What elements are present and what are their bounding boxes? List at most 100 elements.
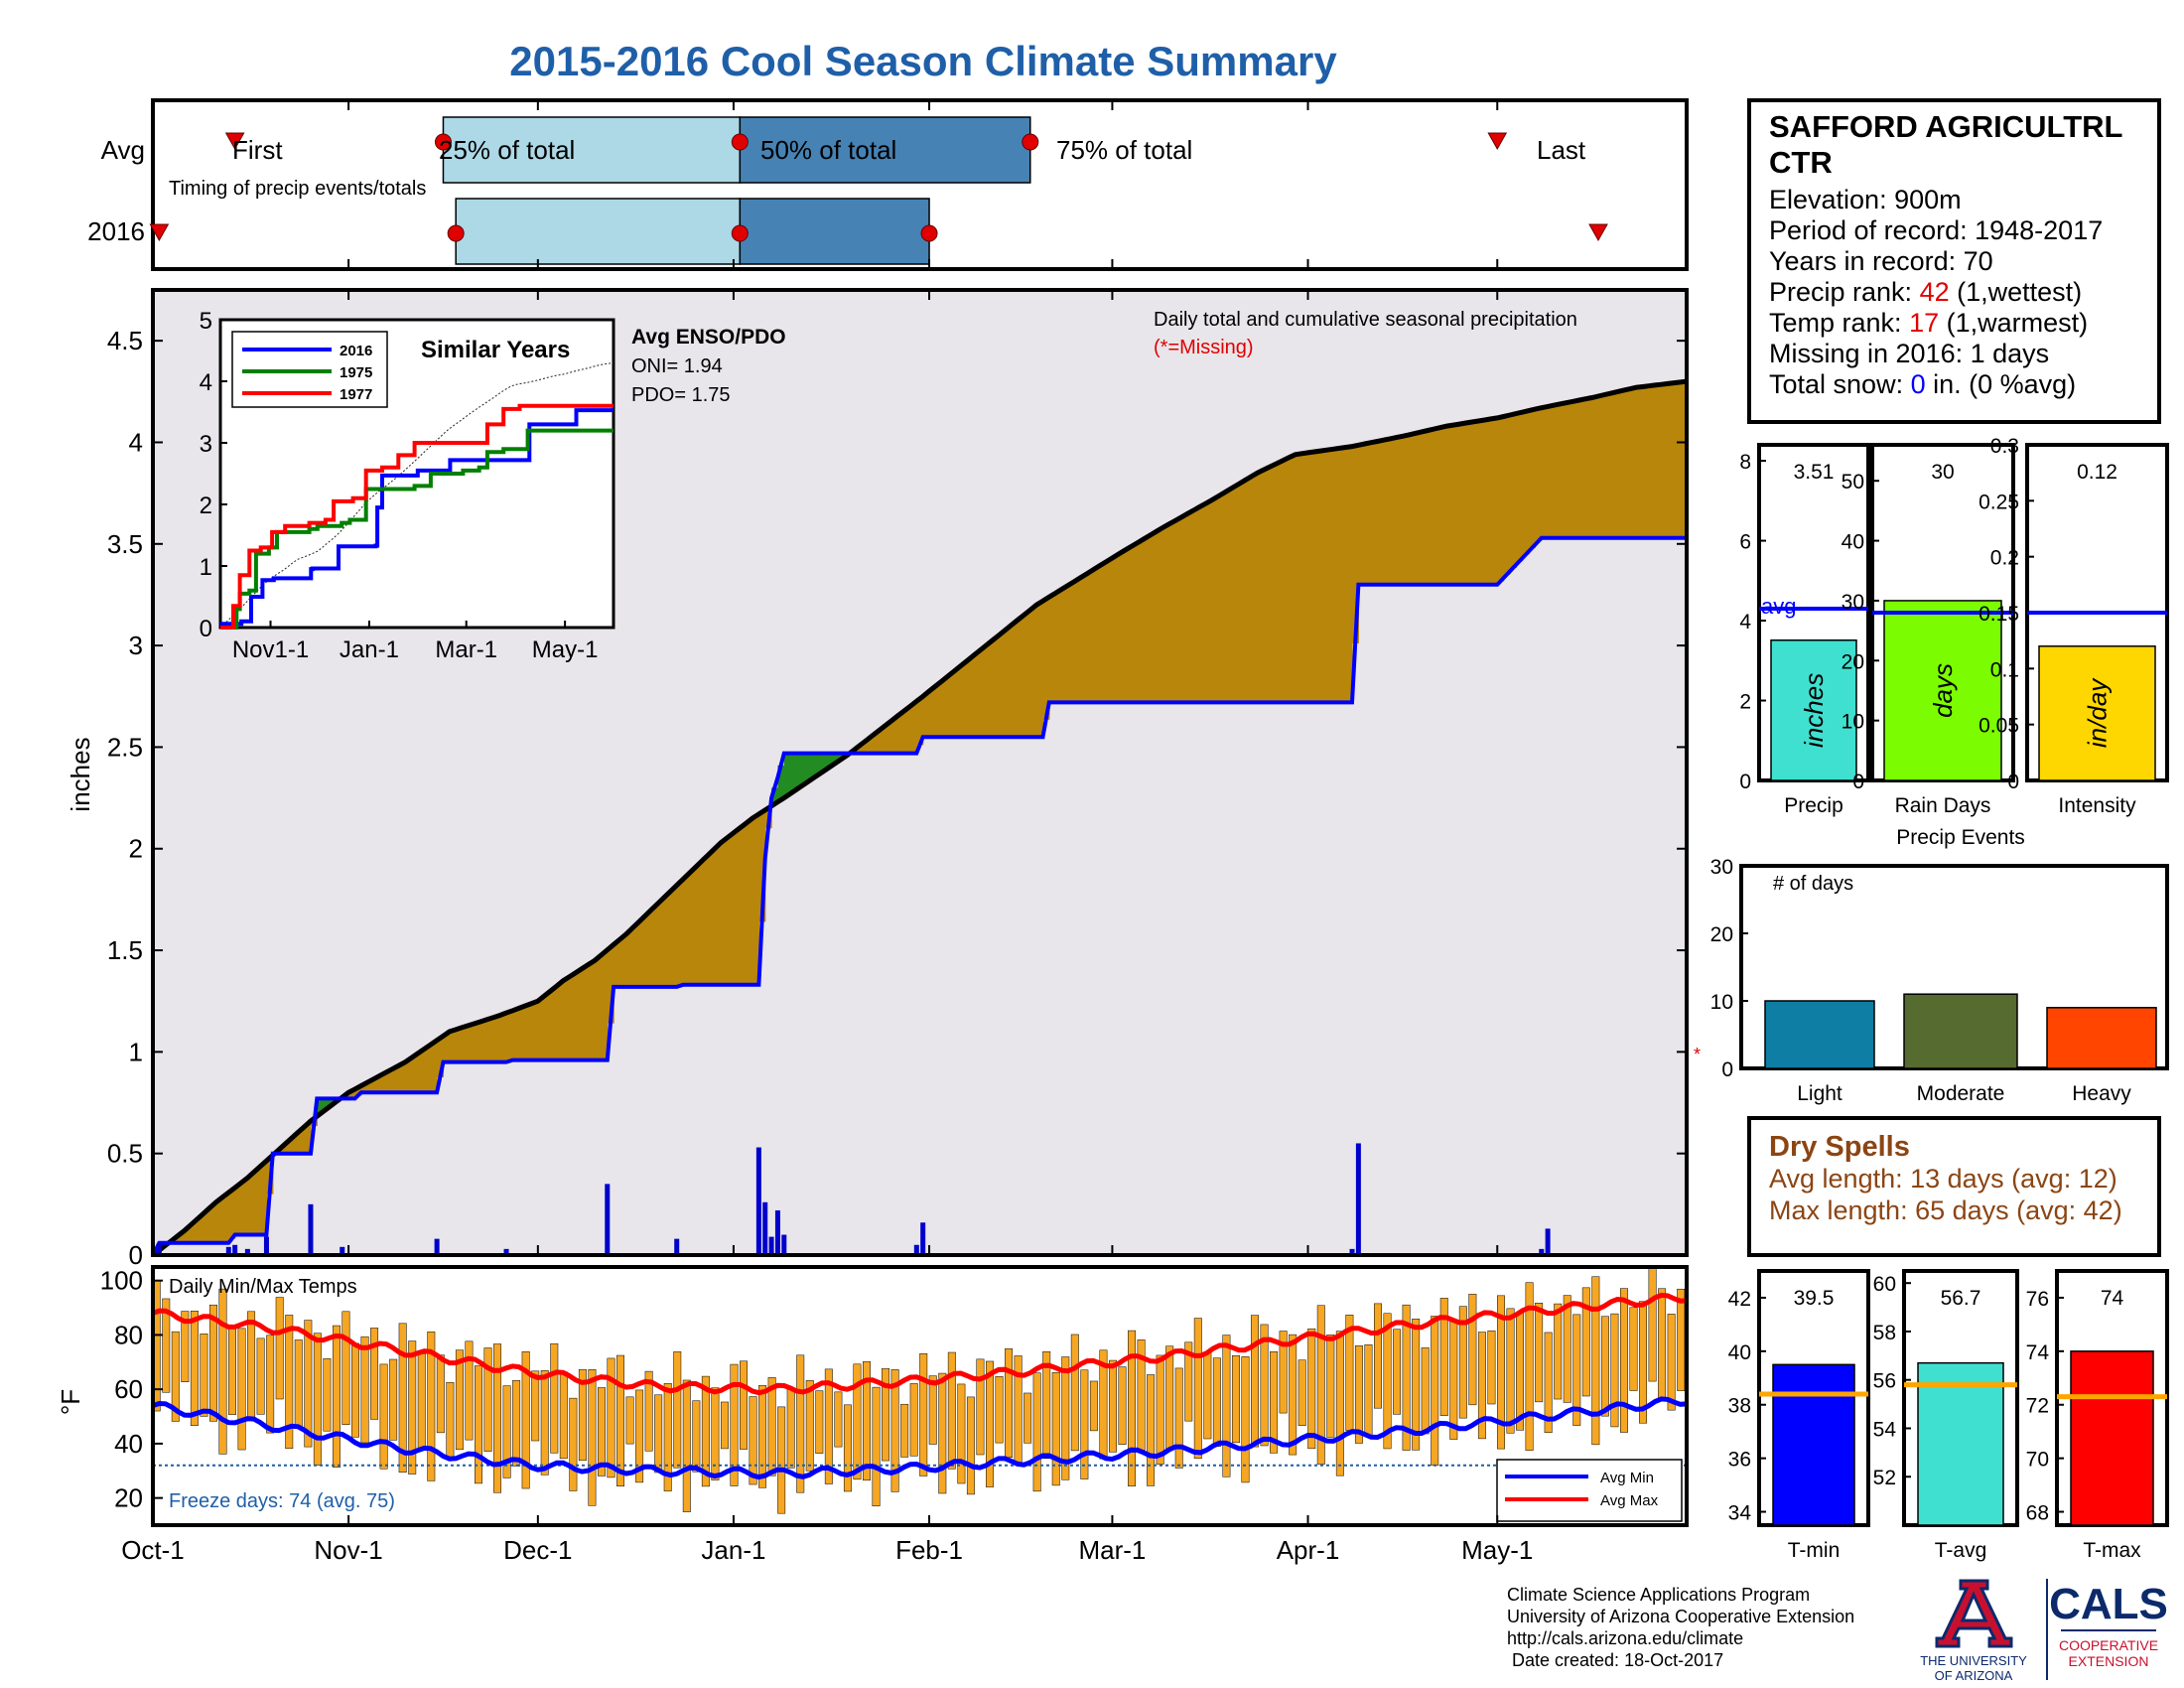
daily-temp-range-bar xyxy=(208,1304,217,1422)
temp-summary-y-tick-label: 58 xyxy=(1873,1322,1896,1344)
station-years: Years in record: 70 xyxy=(1769,246,1993,276)
daily-temp-range-bar xyxy=(1184,1341,1193,1422)
daily-temp-range-bar xyxy=(720,1401,729,1450)
precip-diff-fill xyxy=(802,753,810,783)
daily-temp-range-bar xyxy=(379,1363,388,1470)
summary-y-tick-label: 0.25 xyxy=(1979,491,2019,513)
precip-diff-fill xyxy=(360,1083,368,1093)
precip-diff-fill xyxy=(954,668,962,738)
precip-diff-fill xyxy=(1112,555,1120,703)
precip-diff-fill xyxy=(828,753,836,767)
precip-diff-fill xyxy=(398,1063,406,1093)
daily-temp-range-bar xyxy=(1174,1367,1183,1469)
precip-diff-fill xyxy=(746,820,753,985)
events-category-label: Light xyxy=(1797,1082,1843,1105)
daily-temp-range-bar xyxy=(1307,1328,1316,1450)
precip-y-label: inches xyxy=(66,737,95,811)
precip-diff-fill xyxy=(1567,401,1574,538)
footer-line-1: Climate Science Applications Program xyxy=(1507,1585,1810,1605)
daily-precip-bar xyxy=(605,1184,611,1255)
precip-diff-fill xyxy=(209,1204,217,1243)
daily-temp-range-bar xyxy=(588,1369,597,1506)
events-bar-Light xyxy=(1764,1000,1875,1069)
precip-diff-fill xyxy=(1232,486,1240,703)
footer-line-2: University of Arizona Cooperative Extens… xyxy=(1507,1607,1854,1626)
precip-diff-fill xyxy=(1144,536,1152,703)
precip-diff-fill xyxy=(740,825,748,985)
daily-temp-range-bar xyxy=(890,1369,899,1492)
precip-diff-fill xyxy=(1642,386,1650,538)
precip-diff-fill xyxy=(1238,482,1246,703)
timing-marks xyxy=(149,100,1608,269)
timing-label-last: Last xyxy=(1537,135,1586,165)
inset-series-line-1977 xyxy=(220,403,614,630)
cals-coop-line-2: EXTENSION xyxy=(2069,1653,2149,1669)
temp-summary-bar-T-avg xyxy=(1917,1361,2004,1526)
footer-line-4: Date created: 18-Oct-2017 xyxy=(1507,1650,1723,1670)
station-elevation: Elevation: 900m xyxy=(1769,185,1962,214)
summary-value-label: 3.51 xyxy=(1794,461,1835,484)
daily-temp-range-bar xyxy=(1572,1314,1581,1426)
daily-temp-range-bar xyxy=(1544,1332,1553,1433)
temp-summary-y-tick-label: 60 xyxy=(1873,1273,1896,1296)
precip-diff-fill xyxy=(1617,390,1625,538)
precip-diff-fill xyxy=(815,753,823,774)
station-snow: Total snow: 0 in. (0 %avg) xyxy=(1769,369,2076,399)
x-tick-label: Oct-1 xyxy=(121,1535,185,1565)
precip-diff-fill xyxy=(1371,442,1379,585)
summary-unit-label: days xyxy=(1928,663,1958,718)
timing-label-first: First xyxy=(232,135,283,165)
temp-summary-y-tick-label: 52 xyxy=(1873,1467,1896,1489)
footer: Climate Science Applications Program Uni… xyxy=(1507,1579,2168,1683)
shared-x-axis: Oct-1 Nov-1 Dec-1 Jan-1 Feb-1 Mar-1 Apr-1 May-1 xyxy=(121,290,1533,1565)
daily-temp-range-bar xyxy=(1639,1301,1648,1424)
daily-temp-range-bar xyxy=(218,1288,227,1455)
temp-summary-y-tick-label: 38 xyxy=(1728,1395,1751,1418)
events-category-label: Moderate xyxy=(1917,1082,2005,1105)
daily-temp-range-bar xyxy=(1629,1307,1638,1391)
temp-summary-y-tick-label: 36 xyxy=(1728,1449,1751,1472)
daily-temp-range-bar xyxy=(1497,1295,1505,1450)
station-info-frame xyxy=(1747,98,2161,424)
precip-diff-fill xyxy=(644,913,652,987)
precip-diff-fill xyxy=(544,993,552,1060)
precip-diff-fill xyxy=(260,1163,268,1235)
precip-diff-fill xyxy=(1484,419,1492,585)
station-name-line1: SAFFORD AGRICULTRL xyxy=(1769,109,2122,144)
daily-temp-range-bar xyxy=(644,1370,653,1452)
precip-diff-fill xyxy=(1332,448,1340,703)
precip-diff-fill xyxy=(879,728,887,754)
inset-y-tick-label: 1 xyxy=(200,554,212,581)
precip-y-axis: 0 0.5 1 1.5 2 2.5 3 3.5 4 4.5 xyxy=(107,326,1687,1270)
summary-y-tick-label: 0.15 xyxy=(1979,603,2019,626)
precip-diff-fill xyxy=(1490,418,1498,585)
precip-diff-fill xyxy=(903,708,911,754)
inset-avg-dotted-line xyxy=(219,361,614,629)
daily-precip-bar xyxy=(308,1203,314,1255)
precip-diff-fill xyxy=(790,753,798,792)
precip-diff-fill xyxy=(1604,393,1612,538)
inset-x-tick-label: Mar-1 xyxy=(435,636,497,663)
precip-diff-fill xyxy=(614,941,621,987)
precip-diff-fill xyxy=(1289,456,1297,703)
precip-diff-fill xyxy=(733,830,741,985)
precip-diff-fill xyxy=(885,723,892,754)
daily-temp-range-bar xyxy=(1487,1330,1496,1405)
daily-temp-range-bar xyxy=(540,1370,549,1476)
precip-diff-fill xyxy=(992,637,1000,738)
events-category-label: Heavy xyxy=(2072,1082,2131,1105)
daily-precip-bar xyxy=(503,1248,509,1255)
station-name-line2: CTR xyxy=(1769,145,1833,180)
daily-temp-range-bar xyxy=(1070,1334,1079,1452)
station-period: Period of record: 1948-2017 xyxy=(1769,215,2103,245)
daily-precip-bar xyxy=(225,1246,231,1255)
temp-rank-value: 17 xyxy=(1909,308,1939,338)
precip-diff-fill xyxy=(1093,567,1101,703)
precip-diff-fill xyxy=(1251,475,1259,703)
summary-value-label: 30 xyxy=(1931,461,1954,484)
daily-temp-range-bar xyxy=(266,1335,275,1434)
precip-diff-fill xyxy=(1320,450,1328,703)
daily-temp-range-bar xyxy=(986,1360,994,1487)
precip-diff-fill xyxy=(1048,595,1056,703)
summary-category-label: Intensity xyxy=(2058,794,2136,817)
